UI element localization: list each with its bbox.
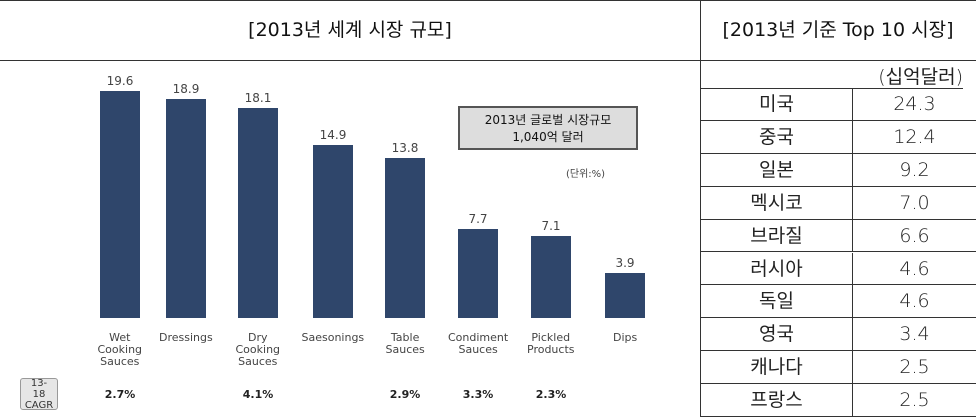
annotation-line: 2013년 글로벌 시장규모 <box>484 113 612 127</box>
table-cell: 7.0 <box>853 187 976 220</box>
table-cell: 중국 <box>701 120 853 154</box>
annotation-line: 1,040억 달러 <box>512 130 584 144</box>
table-cell: 4.6 <box>853 285 976 319</box>
value-label: 18.1 <box>244 91 272 106</box>
table-cell: 영국 <box>701 318 853 352</box>
chart-title: [2013년 세계 시장 규모] <box>248 19 452 41</box>
x-tick-label: Saesonings <box>301 331 365 344</box>
x-tick-label: Dressings <box>159 331 213 344</box>
value-label: 7.1 <box>541 218 561 233</box>
table-cell: 12.4 <box>853 121 976 154</box>
value-label: 7.7 <box>468 211 488 226</box>
top-rule <box>0 0 976 1</box>
cagr-value: 3.3% <box>462 388 494 401</box>
bar <box>605 272 645 318</box>
bar <box>100 90 140 318</box>
table-cell: 24.3 <box>853 88 976 121</box>
x-tick-label: Table Sauces <box>385 331 425 356</box>
cagr-value: 2.7% <box>104 388 136 401</box>
x-tick-label: Wet Cooking Sauces <box>97 331 143 368</box>
table-cell: 멕시코 <box>701 186 853 220</box>
x-tick-label: Condiment Sauces <box>448 331 509 356</box>
table-cell: 프랑스 <box>701 384 853 417</box>
table-cell: 9.2 <box>853 154 976 187</box>
table-cell: 2.5 <box>853 384 976 417</box>
bar <box>458 228 498 318</box>
cagr-box: 13-18 CAGR <box>20 377 58 411</box>
table-cell: 6.6 <box>853 220 976 253</box>
bar <box>385 157 425 318</box>
cagr-value: 2.3% <box>535 388 567 401</box>
divider <box>700 0 701 417</box>
table-cell: 캐나다 <box>701 351 853 385</box>
unit-note: (단위:%) <box>566 169 606 180</box>
table-unit: (십억달러) <box>700 62 963 89</box>
cagr-value: 2.9% <box>389 388 421 401</box>
value-label: 13.8 <box>391 140 419 155</box>
table-cell: 브라질 <box>701 219 853 253</box>
table-cell: 독일 <box>701 285 853 319</box>
table-cell: 미국 <box>701 88 853 121</box>
bar <box>313 145 353 318</box>
value-label: 14.9 <box>319 128 347 143</box>
header-rule <box>0 60 976 61</box>
table-cell: 일본 <box>701 153 853 187</box>
cagr-value: 4.1% <box>242 388 274 401</box>
table-cell: 러시아 <box>701 252 853 286</box>
table-cell: 4.6 <box>853 253 976 286</box>
value-label: 18.9 <box>172 81 200 96</box>
x-tick-label: Dips <box>613 331 638 344</box>
table-cell: 2.5 <box>853 351 976 385</box>
value-label: 3.9 <box>615 255 635 270</box>
x-tick-label: Dry Cooking Sauces <box>235 331 281 368</box>
x-tick-label: Pickled Products <box>527 331 575 356</box>
bar <box>531 235 571 318</box>
annotation-box: 2013년 글로벌 시장규모 1,040억 달러 <box>458 106 638 150</box>
bar <box>238 108 278 318</box>
table-cell: 3.4 <box>853 318 976 352</box>
cagr-label: 13-18 CAGR <box>24 377 54 411</box>
value-label: 19.6 <box>106 73 134 88</box>
bar <box>166 98 206 318</box>
table-title: [2013년 기준 Top 10 시장] <box>722 19 954 41</box>
